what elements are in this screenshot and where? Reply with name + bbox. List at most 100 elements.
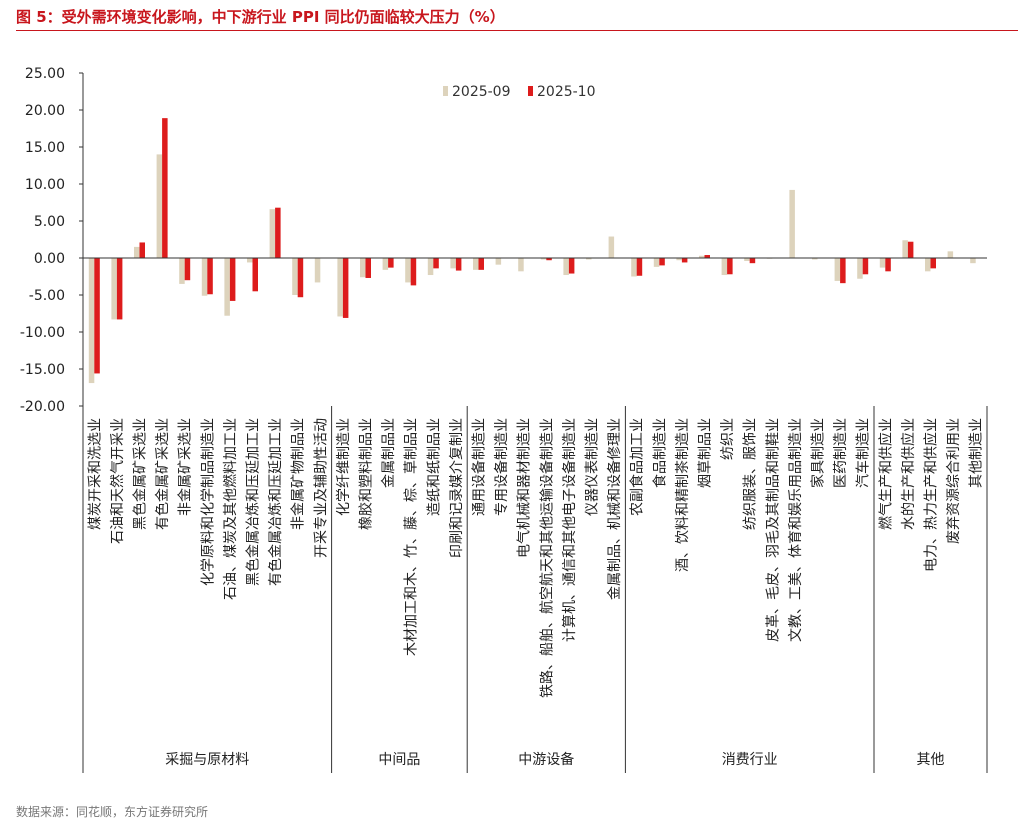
- category-label: 橡胶和塑料制品业: [358, 418, 375, 530]
- bar-2025-09-38: [947, 251, 954, 258]
- category-label: 石油、煤炭及其他燃料加工业: [222, 418, 239, 600]
- bar-2025-09-14: [405, 258, 411, 283]
- bar-2025-10-11: [342, 258, 349, 318]
- axes-group: [82, 73, 987, 406]
- category-label: 水的生产和供应业: [900, 418, 917, 530]
- bar-2025-09-33: [834, 258, 841, 281]
- bar-2025-09-37: [925, 258, 931, 272]
- category-label: 废弃资源综合利用业: [946, 418, 962, 544]
- bar-2025-09-17: [473, 258, 479, 270]
- bar-2025-09-23: [608, 236, 615, 258]
- bar-2025-09-16: [450, 258, 456, 269]
- y-tick-label: 20.00: [25, 103, 65, 119]
- y-tick-label: 0.00: [34, 251, 65, 267]
- y-tick-label: -15.00: [20, 362, 65, 378]
- bar-2025-09-9: [292, 258, 298, 295]
- category-label: 仪器仪表制造业: [585, 418, 601, 516]
- category-label: 电气机械和器材制造业: [517, 418, 533, 558]
- bar-2025-10-34: [862, 258, 869, 275]
- category-labels-group: 煤炭开采和洗选业 石油和天然气开采业 黑色金属矿采选业 有色金属矿采选业 非金属矿采选业…: [87, 418, 984, 698]
- bars-group: [88, 118, 976, 384]
- bar-2025-09-22: [586, 258, 592, 260]
- category-label: 皮革、毛皮、羽毛及其制品和制鞋业: [765, 418, 781, 642]
- category-label: 农副食品加工业: [629, 418, 646, 516]
- bar-2025-09-35: [879, 258, 886, 268]
- figure-title: 图 5：受外需环境变化影响，中下游行业 PPI 同比仍面临较大压力（%）: [16, 8, 505, 26]
- bar-2025-09-34: [857, 258, 863, 279]
- bar-2025-10-26: [681, 258, 688, 263]
- legend-label: 2025-10: [537, 84, 596, 100]
- category-label: 计算机、通信和其他电子设备制造业: [561, 418, 578, 642]
- category-label: 医药制造业: [833, 418, 849, 488]
- legend-label: 2025-09: [452, 84, 511, 100]
- bar-2025-10-36: [907, 241, 914, 258]
- group-label: 中游设备: [518, 751, 574, 768]
- category-label: 烟草制品业: [698, 418, 714, 488]
- bar-2025-09-32: [812, 258, 818, 260]
- bar-2025-10-24: [636, 258, 643, 276]
- category-label: 电力、热力生产和供应业: [923, 418, 940, 572]
- category-label: 金属制品业: [381, 418, 397, 488]
- bar-2025-10-29: [749, 258, 756, 264]
- group-label: 中间品: [378, 752, 420, 768]
- bar-2025-09-18: [495, 258, 502, 265]
- category-label: 文教、工美、体育和娱乐用品制造业: [788, 418, 804, 642]
- bar-2025-10-5: [207, 258, 213, 295]
- category-label: 非金属矿采选业: [178, 418, 194, 516]
- category-label: 家具制造业: [810, 418, 827, 488]
- bar-2025-10-1: [116, 258, 123, 320]
- bar-2025-10-17: [478, 258, 484, 270]
- category-label: 汽车制造业: [855, 418, 872, 488]
- bar-2025-09-1: [111, 258, 117, 320]
- category-label: 煤炭开采和洗选业: [87, 418, 103, 530]
- bar-2025-10-0: [94, 258, 100, 374]
- category-label: 纺织业: [720, 418, 736, 460]
- bar-2025-10-37: [930, 258, 936, 269]
- bar-2025-09-7: [247, 258, 253, 263]
- bar-2025-10-8: [275, 207, 281, 258]
- bar-2025-10-35: [885, 258, 891, 272]
- group-label: 消费行业: [722, 752, 778, 768]
- bar-2025-09-31: [789, 189, 795, 258]
- y-tick-label: 10.00: [25, 177, 65, 193]
- category-label: 金属制品、机械和设备修理业: [606, 418, 623, 600]
- bar-2025-09-8: [269, 209, 276, 258]
- category-label: 黑色金属冶炼和压延加工业: [245, 418, 262, 586]
- bar-2025-10-21: [568, 258, 575, 274]
- category-label: 印刷和记录媒介复制业: [448, 418, 465, 558]
- bar-2025-09-28: [721, 258, 728, 276]
- bar-2025-09-21: [563, 258, 569, 276]
- category-label: 专用设备制造业: [493, 418, 510, 516]
- bar-2025-10-14: [410, 258, 417, 286]
- y-tick-label: 15.00: [25, 140, 65, 156]
- bar-2025-10-20: [546, 258, 552, 261]
- bar-2025-09-27: [699, 255, 705, 258]
- group-label: 其他: [917, 752, 945, 768]
- bar-2025-09-39: [970, 258, 976, 264]
- bar-2025-10-15: [433, 258, 439, 269]
- bar-2025-10-2: [139, 242, 145, 258]
- category-label: 木材加工和木、竹、藤、棕、草制品业: [404, 418, 420, 656]
- bar-2025-09-2: [134, 246, 140, 258]
- bar-2025-09-20: [540, 258, 547, 260]
- bar-2025-09-19: [518, 258, 524, 272]
- category-label: 通用设备制造业: [471, 418, 488, 516]
- bar-2025-10-16: [455, 258, 462, 271]
- category-label: 开采专业及辅助性活动: [313, 418, 329, 558]
- legend: 2025-09 2025-10: [443, 84, 596, 100]
- bar-2025-09-12: [360, 258, 366, 278]
- category-label: 造纸和纸制品业: [426, 418, 442, 516]
- title-divider: [16, 30, 1018, 31]
- category-label: 化学原料和化学制品制造业: [200, 418, 216, 586]
- bar-2025-09-13: [382, 258, 389, 270]
- legend-swatch: [528, 86, 533, 96]
- bar-2025-09-5: [201, 258, 208, 296]
- bar-2025-10-25: [659, 258, 665, 266]
- y-tick-label: -20.00: [20, 399, 65, 415]
- bar-2025-09-6: [224, 258, 230, 316]
- bar-2025-10-12: [365, 258, 371, 278]
- y-tick-label: -5.00: [29, 288, 65, 304]
- legend-swatch: [443, 86, 448, 96]
- bar-2025-10-27: [704, 255, 710, 258]
